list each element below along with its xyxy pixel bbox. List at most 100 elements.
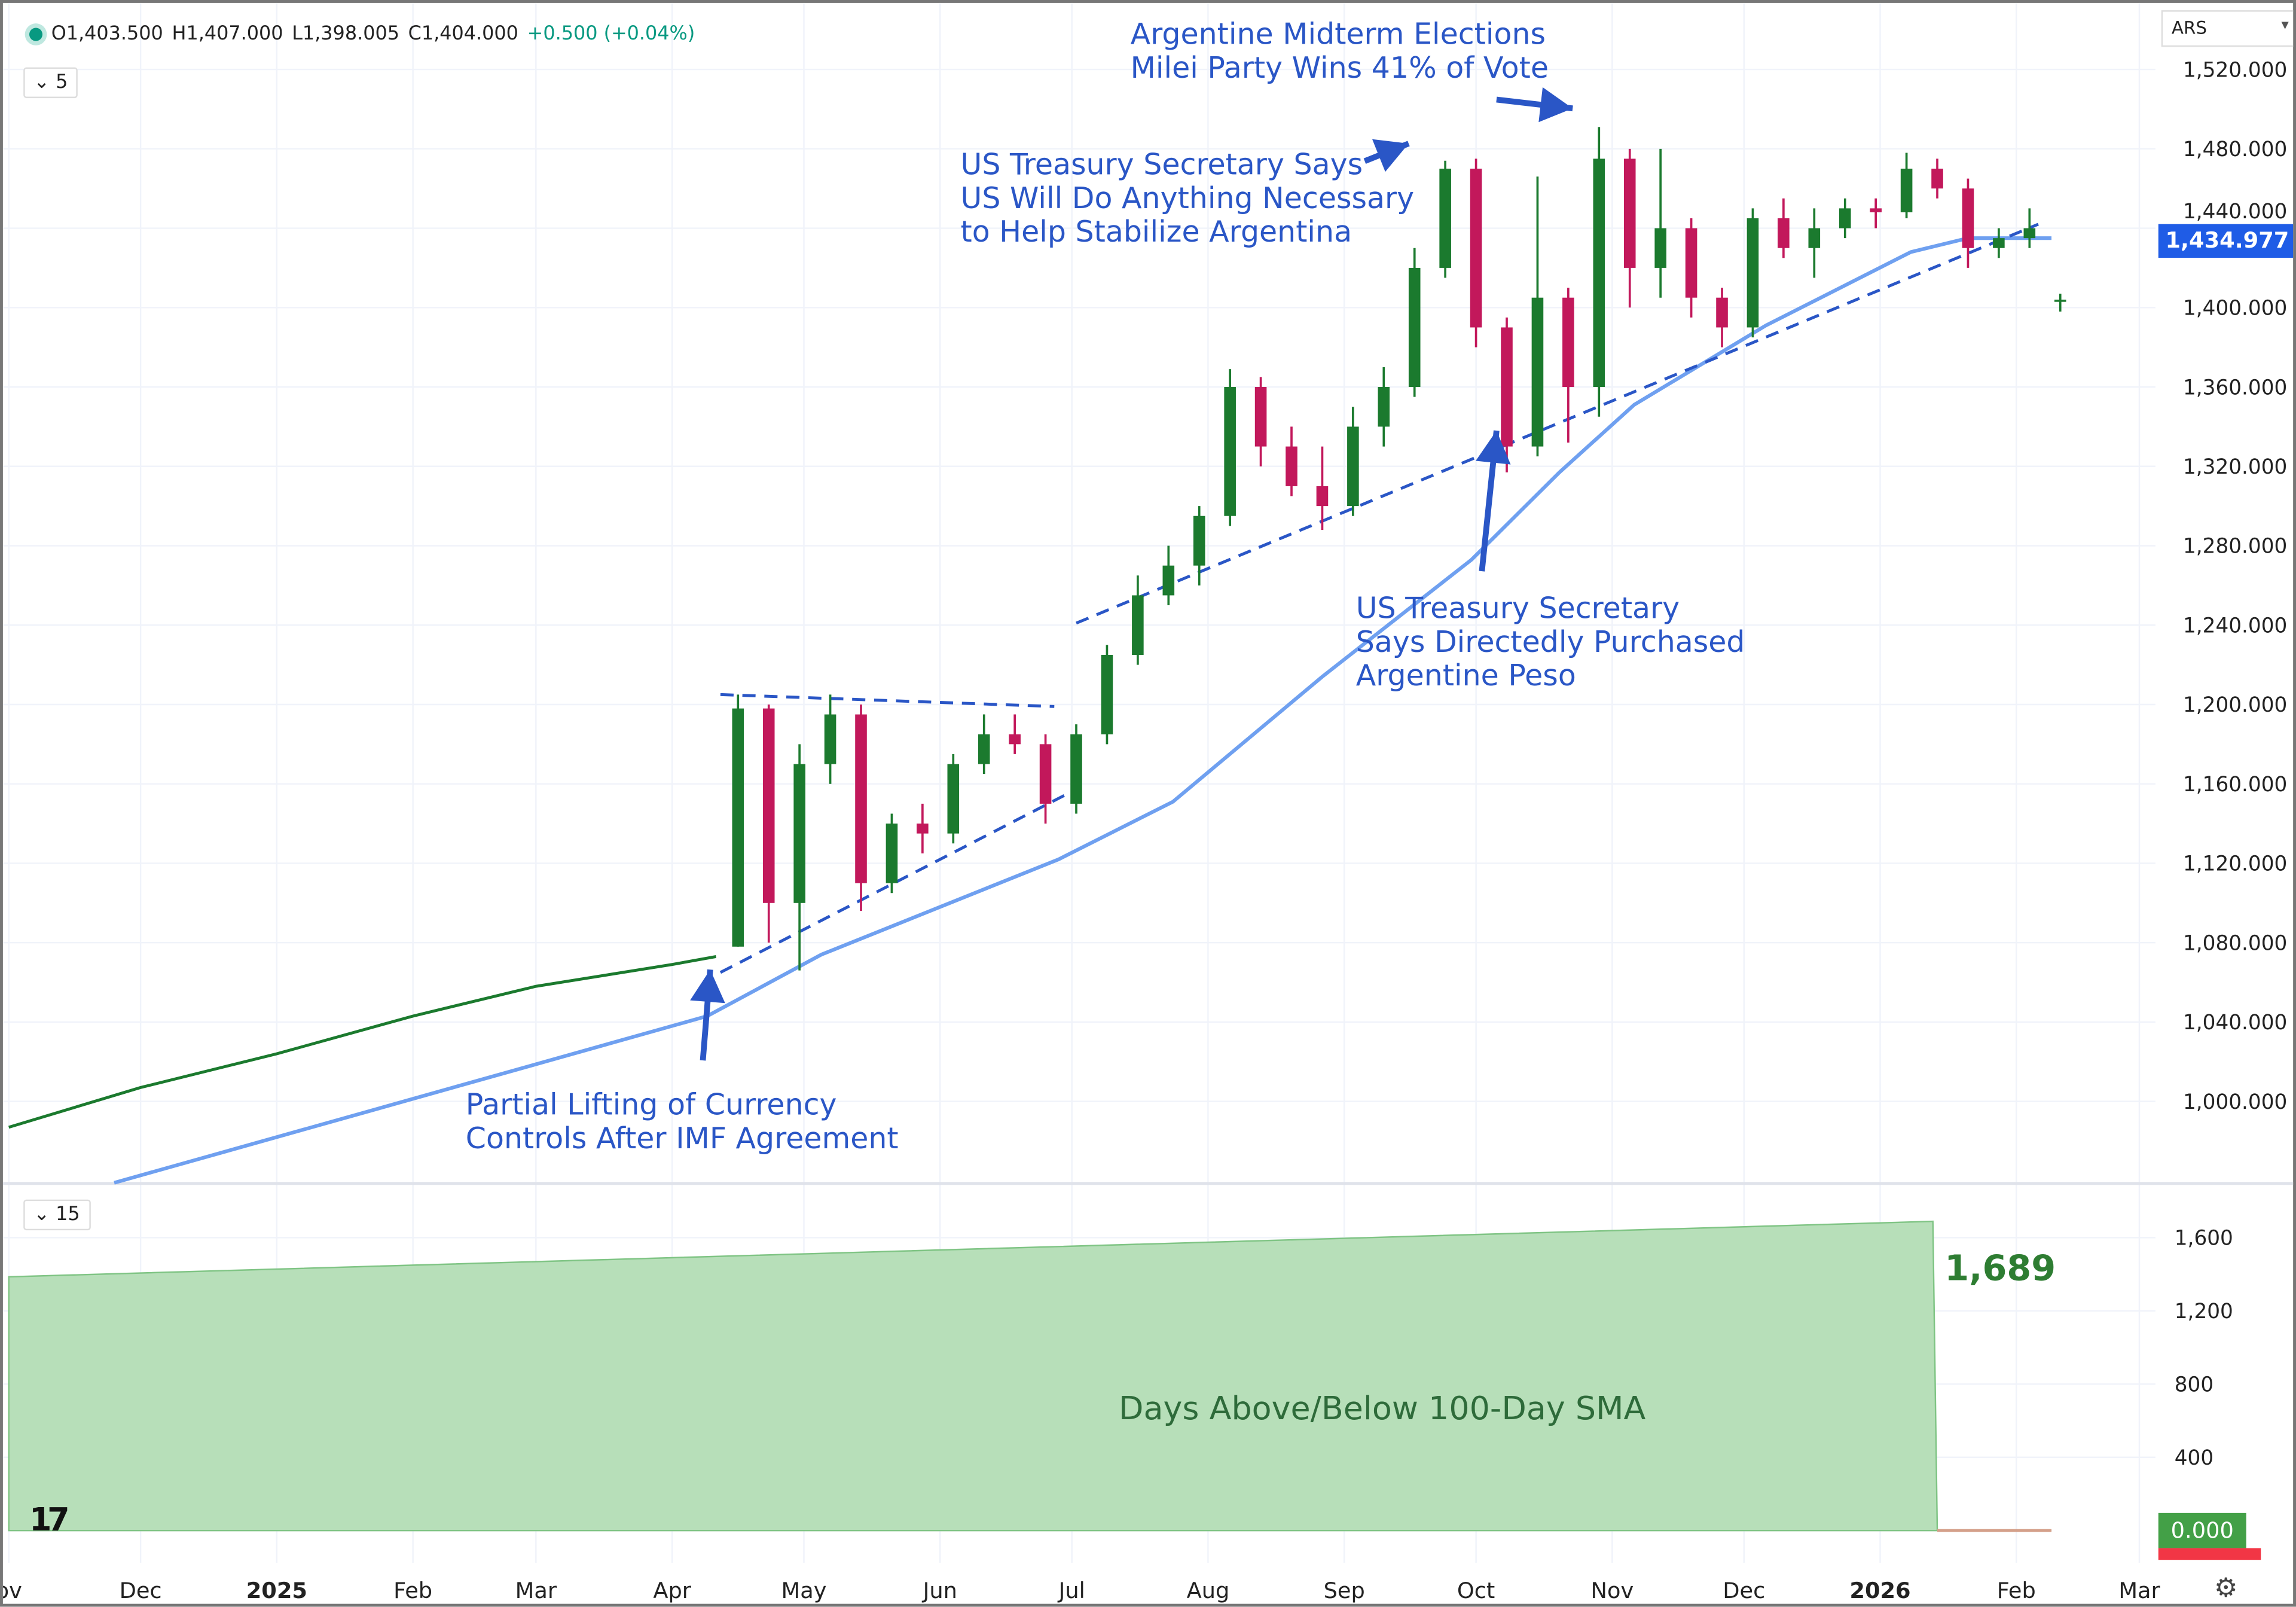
price-axis-label: 1,320.000 bbox=[2183, 455, 2287, 479]
candle-body bbox=[978, 734, 990, 764]
candle-body bbox=[2023, 228, 2036, 239]
candle-body bbox=[732, 708, 744, 947]
candle-body bbox=[886, 824, 898, 883]
annotation-line: Argentine Peso bbox=[1355, 657, 1576, 693]
price-axis-label: 1,240.000 bbox=[2183, 614, 2287, 638]
price-axis-label: 1,080.000 bbox=[2183, 931, 2287, 955]
indicator-axis-label: 400 bbox=[2175, 1446, 2213, 1470]
indicator-axis-label: 1,600 bbox=[2175, 1227, 2233, 1251]
annotation-line: to Help Stabilize Argentina bbox=[960, 214, 1352, 249]
time-axis-label: Aug bbox=[1187, 1578, 1230, 1603]
legend-open: O1,403.500 bbox=[51, 23, 163, 45]
ohlc-legend: O1,403.500 H1,407.000 L1,398.005 C1,404.… bbox=[29, 23, 695, 45]
candle-body bbox=[1286, 446, 1297, 486]
candle-body bbox=[1808, 228, 1821, 248]
price-line-pre-april bbox=[8, 955, 716, 1129]
annotation-line: Partial Lifting of Currency bbox=[465, 1087, 837, 1122]
legend-high: H1,407.000 bbox=[172, 23, 283, 45]
candle-body bbox=[1501, 327, 1513, 447]
sma-100-line bbox=[114, 236, 2052, 1185]
candle-body bbox=[1716, 297, 1728, 328]
candle-body bbox=[1900, 169, 1913, 213]
price-axis-label: 1,000.000 bbox=[2183, 1090, 2287, 1114]
annotation-line: US Treasury Secretary bbox=[1355, 590, 1680, 626]
price-axis-label: 1,280.000 bbox=[2183, 535, 2287, 559]
time-axis-label: 2025 bbox=[246, 1578, 307, 1603]
currency-value: ARS bbox=[2171, 17, 2208, 38]
currency-select[interactable]: ARS ▾ bbox=[2161, 10, 2294, 47]
candle-body bbox=[1593, 158, 1605, 388]
candle-body bbox=[1562, 297, 1574, 388]
candle-body bbox=[2054, 300, 2066, 302]
candle-body bbox=[1101, 655, 1113, 734]
tradingview-logo: 17 bbox=[29, 1502, 70, 1539]
time-axis-label: 2026 bbox=[1849, 1578, 1910, 1603]
time-axis-label: ov bbox=[3, 1578, 22, 1603]
indicator-axis-label: 800 bbox=[2175, 1373, 2213, 1397]
candle-body bbox=[1870, 208, 1882, 213]
time-axis-label: Dec bbox=[120, 1578, 162, 1603]
price-axis-label: 1,520.000 bbox=[2183, 58, 2287, 82]
time-axis-label: Jul bbox=[1058, 1578, 1085, 1603]
candle-body bbox=[1993, 238, 2005, 248]
price-axis-label: 1,200.000 bbox=[2183, 693, 2287, 717]
candle-body bbox=[1962, 188, 1974, 248]
arrow-icon bbox=[1476, 431, 1511, 465]
settings-gear-icon[interactable]: ⚙ bbox=[2213, 1573, 2238, 1604]
time-axis-label: Jun bbox=[922, 1578, 957, 1603]
arrow-icon bbox=[690, 969, 725, 1004]
indicator-secondary-badge bbox=[2158, 1548, 2261, 1560]
price-axis-label: 1,040.000 bbox=[2183, 1011, 2287, 1035]
candle-body bbox=[947, 764, 960, 834]
legend-low: L1,398.005 bbox=[292, 23, 399, 45]
time-axis-label: May bbox=[781, 1578, 827, 1603]
price-axis-label: 1,120.000 bbox=[2183, 852, 2287, 876]
candle-body bbox=[824, 714, 836, 764]
time-axis-label: Feb bbox=[393, 1578, 432, 1603]
time-axis-label: Oct bbox=[1457, 1578, 1495, 1603]
indicator-pane-collapse-button[interactable]: ⌄ 15 bbox=[23, 1199, 90, 1231]
candle-body bbox=[1316, 486, 1329, 507]
price-pane-count: 5 bbox=[56, 72, 68, 94]
indicator-value-label: 1,689 bbox=[1944, 1248, 2056, 1289]
time-axis-label: Nov bbox=[1591, 1578, 1634, 1603]
candle-body bbox=[1070, 734, 1082, 804]
time-axis-label: Sep bbox=[1324, 1578, 1365, 1603]
candle-body bbox=[1347, 426, 1359, 507]
candle-body bbox=[917, 824, 929, 834]
annotation-line: US Treasury Secretary Says bbox=[960, 146, 1363, 182]
candle-body bbox=[762, 708, 775, 903]
candle-body bbox=[1009, 734, 1021, 745]
candle-body bbox=[1931, 169, 1943, 189]
candle-body bbox=[855, 714, 867, 883]
candle-body bbox=[1254, 387, 1267, 447]
price-axis-label: 1,400.000 bbox=[2183, 297, 2287, 321]
annotation-line: Milei Party Wins 41% of Vote bbox=[1130, 50, 1549, 86]
candle-body bbox=[1039, 744, 1052, 804]
chevron-down-icon: ⌄ bbox=[33, 72, 56, 94]
candle-body bbox=[1132, 595, 1144, 655]
annotation-line: Says Directedly Purchased bbox=[1355, 624, 1745, 660]
candle-body bbox=[1162, 565, 1175, 596]
price-pane-collapse-button[interactable]: ⌄ 5 bbox=[23, 67, 78, 99]
candle-body bbox=[1439, 169, 1451, 268]
candle-body bbox=[1654, 228, 1666, 268]
candle-body bbox=[1378, 387, 1390, 427]
indicator-title: Days Above/Below 100-Day SMA bbox=[1119, 1391, 1646, 1428]
candle-body bbox=[1193, 516, 1205, 566]
price-axis-label: 1,160.000 bbox=[2183, 773, 2287, 797]
arrow-icon bbox=[1372, 139, 1409, 172]
annotation-line: US Will Do Anything Necessary bbox=[960, 180, 1415, 216]
indicator-axis-label: 1,200 bbox=[2175, 1300, 2233, 1324]
candle-body bbox=[1531, 297, 1544, 447]
annotation-line: Controls After IMF Agreement bbox=[465, 1120, 899, 1156]
candle-body bbox=[1224, 387, 1236, 516]
symbol-status-icon bbox=[29, 28, 43, 41]
sma-last-value-badge: 1,434.977 bbox=[2158, 224, 2294, 258]
time-axis-label: Feb bbox=[1997, 1578, 2036, 1603]
time-axis-label: Mar bbox=[2118, 1578, 2160, 1603]
trendline bbox=[720, 693, 1055, 708]
candle-body bbox=[793, 764, 805, 903]
